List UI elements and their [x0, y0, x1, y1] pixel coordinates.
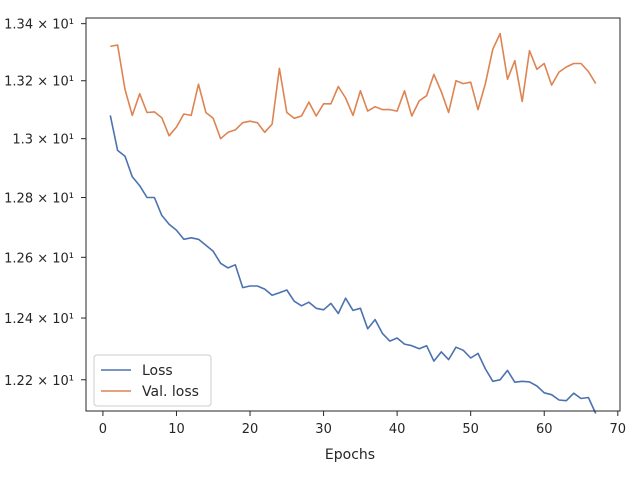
plot-area [86, 18, 620, 411]
y-tick-label: 1.28 × 10¹ [4, 192, 74, 207]
x-axis-label: Epochs [325, 447, 375, 463]
x-tick-label: 10 [168, 422, 185, 437]
x-tick-label: 50 [462, 422, 479, 437]
x-tick-label: 20 [242, 422, 259, 437]
y-tick-label: 1.34 × 10¹ [4, 18, 74, 33]
plot-frame [85, 17, 621, 412]
y-tick-label: 1.24 × 10¹ [4, 312, 74, 327]
y-tick-label: 1.26 × 10¹ [4, 251, 74, 266]
y-tick-label: 1.22 × 10¹ [4, 374, 74, 389]
x-tick-label: 30 [315, 422, 332, 437]
series-layer [109, 32, 597, 414]
x-tick-label: 70 [610, 422, 627, 437]
legend-label-loss: Loss [142, 363, 173, 379]
legend-frame [93, 354, 212, 407]
legend: Loss Val. loss [93, 354, 212, 407]
y-tick-label: 1.32 × 10¹ [4, 75, 74, 90]
x-tick-label: 60 [536, 422, 553, 437]
axes-layer: 0 10 20 30 40 50 60 70 1.22 × 10¹ 1.24 × 10¹ 1.26 … [4, 18, 626, 437]
series-line-loss [109, 115, 597, 414]
x-tick-label: 0 [99, 422, 107, 437]
y-tick-label: 1.3 × 10¹ [12, 133, 74, 148]
series-line-val-loss [110, 32, 597, 140]
legend-label-val-loss: Val. loss [142, 384, 199, 400]
x-tick-label: 40 [389, 422, 406, 437]
